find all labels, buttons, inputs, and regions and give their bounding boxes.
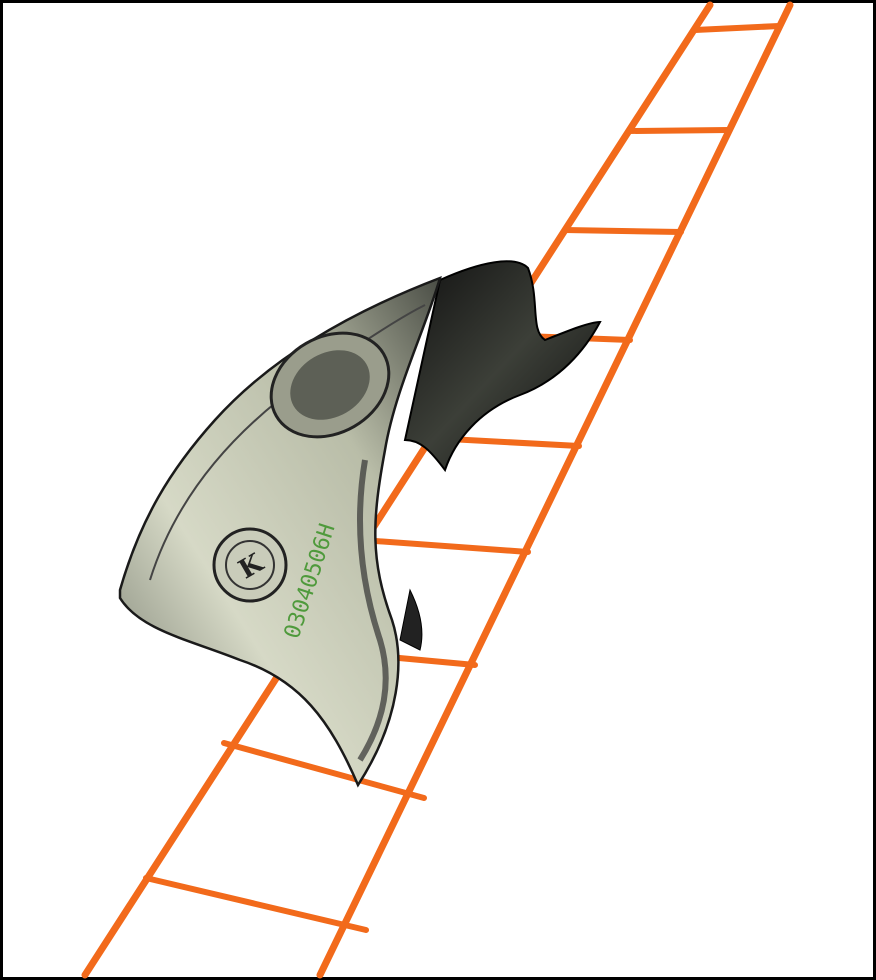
ladder-rung xyxy=(629,130,729,131)
page: {"image": {"serial_number": "03040506H",… xyxy=(0,0,876,980)
frame xyxy=(2,2,875,979)
ladder-rung xyxy=(695,26,779,30)
illustration: K 03040506H xyxy=(0,0,876,980)
ladder-rung xyxy=(565,230,681,232)
